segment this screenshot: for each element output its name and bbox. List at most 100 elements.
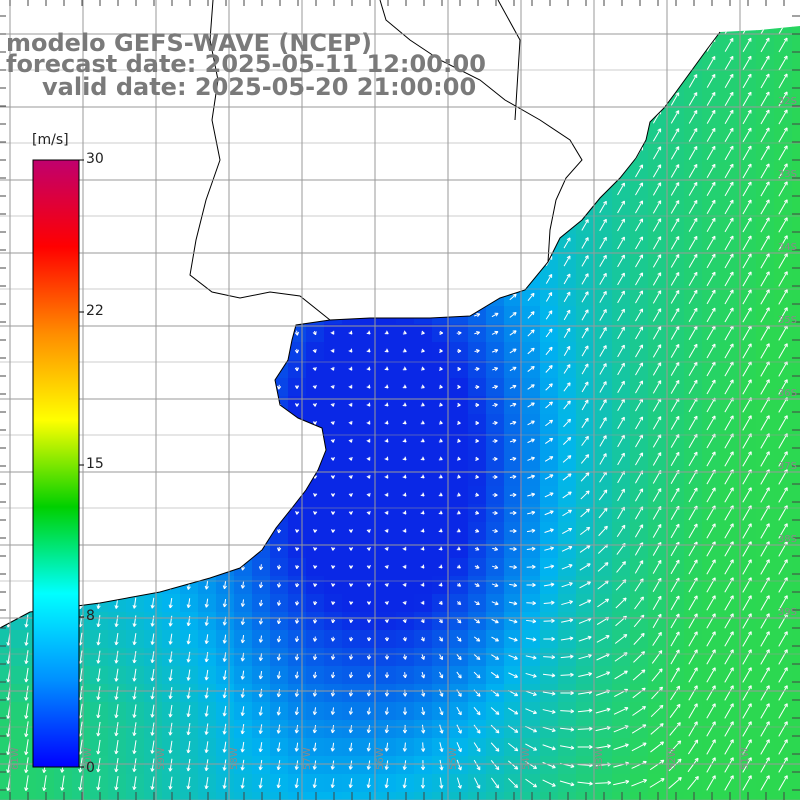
- wind-arrow: [473, 148, 481, 158]
- wind-speed-cell: [270, 270, 289, 289]
- wind-arrow: [168, 346, 173, 356]
- wind-speed-cell: [504, 252, 523, 271]
- wind-speed-cell: [540, 216, 559, 235]
- wind-arrow: [241, 166, 246, 177]
- wind-arrow: [311, 131, 320, 139]
- wind-speed-cell: [126, 522, 145, 541]
- wind-arrow: [258, 257, 264, 266]
- wind-speed-cell: [378, 108, 397, 127]
- wind-arrow: [670, 38, 680, 52]
- wind-arrow: [491, 294, 499, 300]
- wind-speed-cell: [144, 504, 163, 523]
- wind-arrow: [349, 276, 354, 281]
- wind-arrow: [276, 348, 282, 354]
- wind-speed-cell: [414, 126, 433, 145]
- wind-arrow: [168, 274, 173, 285]
- wind-arrow: [96, 129, 101, 141]
- wind-speed-cell: [126, 324, 145, 343]
- lat-label: 36S: [778, 388, 797, 399]
- wind-arrow: [581, 164, 589, 177]
- wind-speed-cell: [774, 792, 793, 800]
- wind-speed-cell: [234, 162, 253, 181]
- wind-speed-cell: [576, 108, 595, 127]
- colorbar-tick-22: 22: [86, 303, 104, 319]
- wind-arrow: [277, 457, 282, 462]
- wind-speed-cell: [270, 144, 289, 163]
- wind-speed-cell: [234, 198, 253, 217]
- wind-speed-cell: [162, 414, 181, 433]
- wind-speed-cell: [558, 36, 577, 55]
- wind-speed-cell: [198, 144, 217, 163]
- wind-speed-cell: [180, 288, 199, 307]
- wind-arrow: [329, 168, 337, 174]
- wind-arrow: [455, 240, 463, 245]
- wind-speed-cell: [144, 522, 163, 541]
- wind-speed-cell: [378, 126, 397, 145]
- wind-arrow: [635, 92, 644, 106]
- wind-speed-cell: [0, 792, 19, 800]
- wind-arrow: [96, 291, 101, 303]
- lon-label: 57W: [302, 747, 313, 770]
- wind-speed-cell: [144, 468, 163, 487]
- wind-arrow: [24, 561, 29, 573]
- wind-speed-cell: [144, 360, 163, 379]
- wind-speed-cell: [162, 288, 181, 307]
- wind-speed-cell: [108, 216, 127, 235]
- wind-arrow: [419, 240, 427, 246]
- wind-arrow: [491, 39, 499, 51]
- wind-speed-cell: [792, 108, 800, 127]
- wind-speed-cell: [126, 540, 145, 559]
- wind-speed-cell: [90, 180, 109, 199]
- wind-arrow: [653, 26, 661, 34]
- wind-arrow: [382, 132, 392, 138]
- wind-speed-cell: [216, 288, 235, 307]
- wind-speed-cell: [180, 306, 199, 325]
- wind-arrow: [312, 203, 319, 211]
- wind-arrow: [258, 402, 264, 408]
- wind-speed-cell: [126, 180, 145, 199]
- wind-arrow: [223, 129, 228, 141]
- wind-arrow: [436, 186, 446, 192]
- wind-speed-cell: [180, 162, 199, 181]
- wind-speed-cell: [324, 216, 343, 235]
- wind-speed-cell: [522, 234, 541, 253]
- wind-arrow: [527, 165, 535, 177]
- wind-arrow: [294, 239, 300, 247]
- wind-speed-cell: [576, 126, 595, 145]
- wind-speed-cell: [504, 126, 523, 145]
- wind-speed-cell: [288, 0, 307, 19]
- wind-arrow: [400, 150, 410, 155]
- wind-speed-cell: [450, 108, 469, 127]
- wind-arrow: [311, 167, 319, 175]
- wind-speed-cell: [324, 180, 343, 199]
- wind-arrow: [150, 219, 155, 231]
- wind-arrow: [24, 525, 29, 537]
- wind-arrow: [348, 222, 355, 228]
- wind-arrow: [365, 169, 374, 174]
- wind-arrow: [670, 74, 680, 88]
- wind-speed-cell: [414, 306, 433, 325]
- wind-arrow: [346, 133, 356, 138]
- wind-arrow: [132, 454, 137, 465]
- wind-arrow: [330, 240, 336, 246]
- wind-speed-cell: [144, 180, 163, 199]
- wind-arrow: [438, 5, 444, 14]
- wind-speed-cell: [162, 306, 181, 325]
- wind-speed-cell: [90, 108, 109, 127]
- wind-arrow: [473, 276, 481, 281]
- wind-arrow: [383, 168, 392, 174]
- wind-arrow: [168, 544, 173, 554]
- wind-arrow: [168, 418, 173, 428]
- wind-speed-cell: [144, 0, 163, 19]
- wind-speed-cell: [594, 792, 613, 800]
- wind-arrow: [240, 256, 245, 266]
- wind-speed-cell: [144, 216, 163, 235]
- wind-arrow: [455, 26, 463, 32]
- wind-speed-cell: [72, 0, 91, 19]
- wind-arrow: [240, 274, 245, 284]
- wind-speed-cell: [126, 414, 145, 433]
- wind-speed-cell: [270, 306, 289, 325]
- wind-arrow: [617, 26, 625, 34]
- wind-speed-cell: [162, 342, 181, 361]
